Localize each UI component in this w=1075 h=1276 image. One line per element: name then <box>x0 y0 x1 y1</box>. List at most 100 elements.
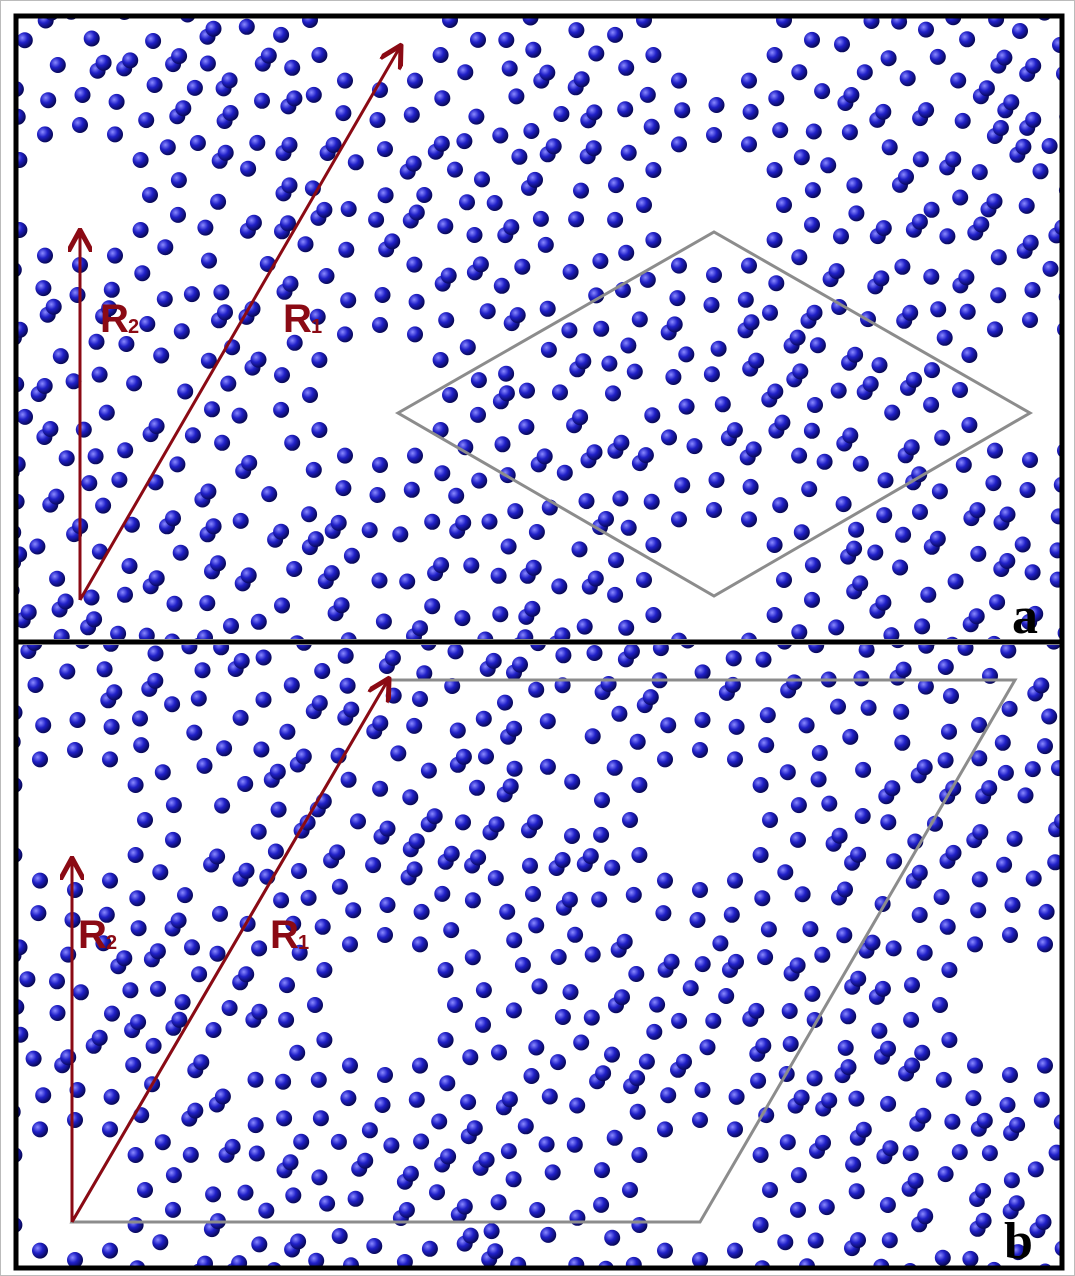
atom <box>492 128 508 144</box>
atom <box>523 123 539 139</box>
atom <box>643 689 659 705</box>
atom <box>607 212 623 228</box>
atom <box>528 682 544 698</box>
atom <box>607 587 623 603</box>
atom <box>148 646 164 662</box>
atom <box>786 674 802 690</box>
atom <box>283 276 299 292</box>
atom <box>511 149 527 165</box>
atom <box>200 56 216 72</box>
atom <box>467 1120 483 1136</box>
atom <box>407 861 423 877</box>
atom <box>678 346 694 362</box>
atom <box>512 657 528 673</box>
atom <box>275 1074 291 1090</box>
atom <box>542 1089 558 1105</box>
atom <box>873 270 889 286</box>
atom <box>1003 94 1019 110</box>
atom <box>886 940 902 956</box>
atom <box>750 1073 766 1089</box>
atom <box>488 870 504 886</box>
atom <box>741 136 757 152</box>
atom <box>855 808 871 824</box>
atom <box>791 624 807 640</box>
panel-label: b <box>1004 1213 1033 1270</box>
atom <box>660 1087 676 1103</box>
atom <box>21 604 37 620</box>
atom <box>251 824 267 840</box>
atom <box>941 724 957 740</box>
atom <box>853 670 869 686</box>
atom <box>644 494 660 510</box>
atom <box>86 611 102 627</box>
atom <box>470 850 486 866</box>
atom <box>564 828 580 844</box>
atom <box>289 1045 305 1061</box>
atom <box>880 1096 896 1112</box>
atom <box>814 83 830 99</box>
atom <box>102 1121 118 1137</box>
atom <box>620 338 636 354</box>
atom <box>878 472 894 488</box>
atom <box>850 1232 866 1248</box>
atom <box>1043 261 1059 277</box>
atom <box>237 776 253 792</box>
atom <box>950 73 966 89</box>
atom <box>251 1004 267 1020</box>
atom <box>301 890 317 906</box>
atom <box>1026 871 1042 887</box>
figure: R 2 R 1 a R 2 R 1 b <box>0 0 1075 1276</box>
atom <box>618 245 634 261</box>
atom <box>251 352 267 368</box>
atom <box>171 913 187 929</box>
atom <box>867 545 883 561</box>
atom <box>313 1110 329 1126</box>
vector-subscript: 2 <box>106 932 117 954</box>
atom <box>412 691 428 707</box>
atom <box>174 323 190 339</box>
atom <box>362 1122 378 1138</box>
atom <box>273 892 289 908</box>
atom <box>377 141 393 157</box>
atom <box>729 1089 745 1105</box>
atom <box>344 548 360 564</box>
atom <box>618 620 634 636</box>
atom <box>175 100 191 116</box>
atom <box>612 491 628 507</box>
atom <box>407 326 423 342</box>
atom <box>972 164 988 180</box>
atom <box>183 1147 199 1163</box>
atom <box>273 27 289 43</box>
atom <box>187 1103 203 1119</box>
atom <box>279 724 295 740</box>
atom <box>917 759 933 775</box>
atom <box>1025 761 1041 777</box>
atom <box>998 765 1014 781</box>
atom <box>553 106 569 122</box>
atom <box>989 594 1005 610</box>
atom <box>645 232 661 248</box>
atom <box>1018 787 1034 803</box>
atom <box>357 1153 373 1169</box>
atom <box>465 892 481 908</box>
atom <box>406 257 422 273</box>
atom <box>102 873 118 889</box>
atom <box>133 737 149 753</box>
atom <box>834 36 850 52</box>
atom <box>790 330 806 346</box>
atom <box>738 292 754 308</box>
atom <box>706 267 722 283</box>
atom <box>948 574 964 590</box>
atom <box>880 1197 896 1213</box>
atom <box>828 619 844 635</box>
atom <box>946 845 962 861</box>
atom <box>952 1144 968 1160</box>
atom <box>850 971 866 987</box>
atom <box>979 80 995 96</box>
atom <box>1005 897 1021 913</box>
atom <box>258 1203 274 1219</box>
atom <box>386 688 402 704</box>
atom <box>447 162 463 178</box>
atom <box>491 1045 507 1061</box>
atom <box>649 997 665 1013</box>
